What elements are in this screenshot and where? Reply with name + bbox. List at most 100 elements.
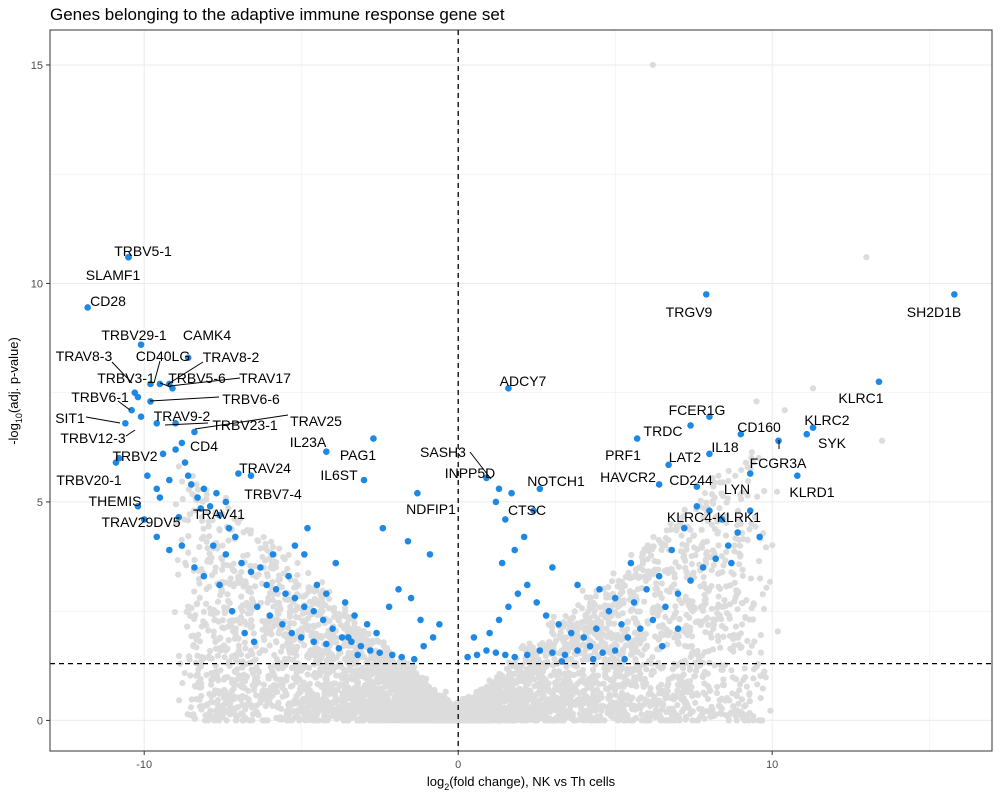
background-point: [280, 554, 287, 561]
background-point: [720, 633, 727, 640]
background-point: [210, 633, 217, 640]
background-point: [754, 681, 761, 688]
background-point: [231, 681, 238, 688]
background-point: [532, 715, 539, 722]
background-point: [287, 603, 294, 610]
background-point: [326, 691, 333, 698]
background-point: [730, 703, 737, 710]
background-point: [395, 698, 402, 705]
background-point: [733, 717, 740, 724]
background-point: [183, 562, 190, 569]
background-point: [272, 563, 280, 571]
background-point: [656, 590, 664, 597]
background-point: [574, 680, 581, 687]
background-point: [288, 664, 296, 672]
background-point: [283, 677, 290, 684]
background-point: [704, 517, 711, 525]
background-point: [667, 520, 674, 527]
background-point: [648, 552, 655, 559]
background-point: [208, 698, 215, 706]
background-point: [579, 666, 586, 674]
background-point: [730, 648, 737, 655]
background-point: [357, 704, 364, 711]
background-point: [723, 712, 730, 719]
background-point: [732, 594, 739, 601]
background-point: [284, 565, 291, 572]
background-point: [622, 681, 629, 688]
background-point: [530, 704, 537, 711]
background-point: [702, 628, 709, 636]
background-point: [766, 578, 774, 585]
background-point: [648, 668, 655, 675]
background-point: [344, 702, 351, 709]
background-point: [175, 652, 183, 659]
background-point: [247, 621, 254, 628]
background-point: [396, 663, 403, 671]
background-point: [730, 571, 737, 578]
background-point: [334, 686, 341, 694]
background-point: [305, 570, 312, 577]
background-point: [557, 629, 564, 636]
background-point: [339, 671, 346, 678]
background-point: [742, 613, 749, 621]
background-point: [240, 529, 247, 536]
background-point: [275, 599, 283, 607]
background-point: [244, 652, 252, 660]
background-point: [365, 630, 372, 637]
background-point: [739, 572, 746, 579]
background-point: [285, 705, 292, 712]
background-point: [267, 619, 274, 626]
background-point: [205, 518, 212, 525]
background-point: [741, 665, 748, 672]
background-point: [687, 688, 694, 695]
background-point: [239, 701, 246, 708]
background-point: [551, 655, 558, 663]
background-point: [262, 647, 269, 654]
background-point: [546, 638, 553, 646]
background-point: [604, 710, 611, 717]
background-point: [266, 642, 273, 649]
background-point: [709, 498, 716, 505]
background-point: [738, 599, 745, 607]
background-point: [700, 607, 707, 614]
background-point: [687, 624, 694, 631]
background-point: [301, 709, 308, 716]
background-point: [682, 713, 690, 721]
background-point: [728, 667, 735, 674]
background-point: [294, 674, 301, 682]
background-point: [701, 583, 708, 590]
background-point: [619, 626, 626, 634]
background-point: [646, 717, 653, 724]
background-point: [193, 644, 200, 651]
background-point: [560, 623, 567, 630]
background-point: [385, 679, 392, 686]
background-point: [365, 679, 372, 686]
background-point: [208, 693, 215, 700]
background-point: [194, 486, 202, 493]
background-point: [643, 643, 650, 651]
background-point: [700, 514, 707, 521]
background-point: [194, 652, 201, 659]
background-point: [632, 674, 639, 681]
background-point: [714, 528, 722, 535]
background-point: [748, 604, 755, 612]
background-point: [560, 676, 568, 683]
background-point: [353, 676, 360, 683]
background-point: [360, 627, 367, 635]
background-point: [304, 698, 311, 705]
background-point: [606, 684, 613, 691]
background-point: [706, 687, 714, 695]
background-point: [723, 519, 730, 526]
background-point: [553, 703, 560, 711]
background-point: [549, 629, 556, 636]
background-point: [548, 624, 556, 631]
background-point: [680, 554, 687, 561]
background-point: [185, 603, 192, 610]
background-point: [614, 603, 621, 610]
background-point: [202, 600, 210, 607]
background-point: [618, 706, 626, 713]
background-point: [175, 571, 182, 578]
background-point: [361, 692, 368, 700]
background-point: [225, 537, 232, 544]
background-point: [732, 472, 739, 479]
